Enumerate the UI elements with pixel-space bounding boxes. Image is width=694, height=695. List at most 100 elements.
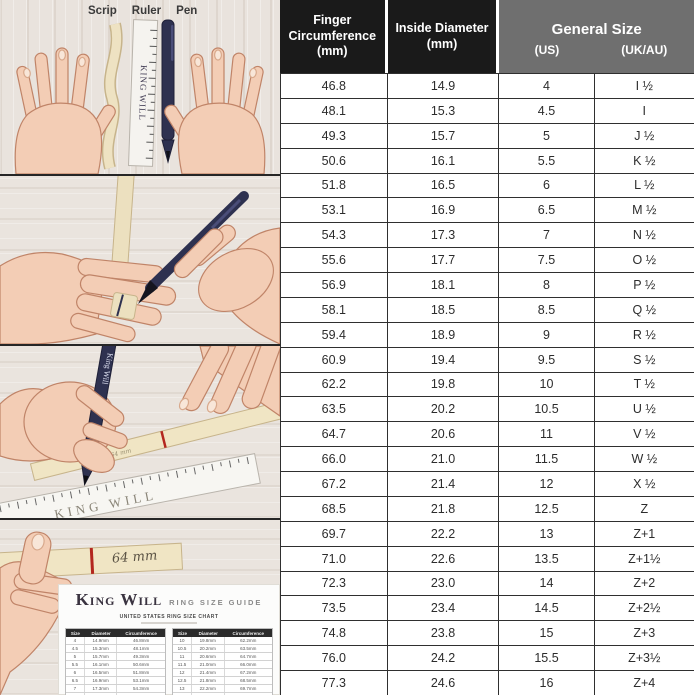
table-row: 49.3 15.7 5 J ½: [280, 123, 694, 149]
table-cell: 19.8: [388, 372, 500, 397]
table-cell: 5.5: [66, 661, 85, 668]
table-cell: 66.0mm: [240, 662, 257, 667]
table-cell: S ½: [633, 352, 656, 367]
strip-wrap: [110, 292, 138, 320]
table-row: 69.7 22.2 13 Z+1: [280, 521, 694, 547]
step-tools-section: Scrip Ruler Pen KING WILL: [0, 0, 280, 176]
table-cell: 19.4: [388, 347, 500, 372]
table-cell: 14.9: [388, 74, 500, 98]
card-logo-row: King Will RING SIZE GUIDE: [59, 590, 279, 610]
mini-table-header: Size Diameter Circumference: [173, 629, 272, 637]
mini-table-row: 12.5 21.8mm 68.5mm: [173, 677, 272, 685]
table-cell: Z+2½: [628, 601, 661, 616]
table-cell: 10: [173, 637, 192, 644]
sub-header-us: (US): [534, 42, 560, 57]
mini-table-row: 10.5 20.2mm 63.5mm: [173, 645, 272, 653]
table-cell: 56.9: [280, 273, 388, 297]
table-cell: 53.1mm: [133, 678, 150, 683]
table-cell: 74.8: [280, 621, 388, 646]
table-cell: 22.6: [388, 546, 500, 571]
ruler-icon: KING WILL: [0, 453, 261, 518]
table-cell: 4: [499, 74, 595, 98]
table-row: 46.8 14.9 4 I ½: [280, 74, 694, 99]
mini-table-row: 4.5 15.3mm 48.1mm: [66, 645, 165, 653]
table-cell: 62.2mm: [240, 638, 257, 643]
table-row: 77.3 24.6 16 Z+4: [280, 671, 694, 695]
table-cell: 21.0mm: [192, 661, 225, 668]
table-cell: 21.4: [388, 472, 500, 496]
column-header-finger-circumference: Finger Circumference (mm): [280, 0, 388, 73]
table-cell: 5: [66, 653, 85, 660]
table-cell: 49.3: [280, 123, 388, 148]
table-cell: 15.5: [499, 646, 595, 670]
mini-table-body: 4 14.9mm 46.8mm 4.5 15.3mm 48.1mm 5 15.7mm 49.3m…: [66, 637, 165, 695]
table-cell: 16.9: [388, 198, 500, 223]
column-header-general-size: General Size (US) (UK/AU): [499, 0, 694, 73]
table-row: 68.5 21.8 12.5 Z: [280, 496, 694, 522]
table-cell: Q ½: [632, 302, 657, 317]
measure-illustration: KING WILL 64 mm King Will: [0, 346, 280, 518]
table-cell: 22.2: [388, 521, 500, 546]
table-cell: 54.3: [280, 223, 388, 248]
table-row: 67.2 21.4 12 X ½: [280, 472, 694, 497]
table-cell: 6.5: [499, 198, 595, 223]
table-cell: 11: [499, 422, 595, 447]
table-cell: 17.3mm: [85, 685, 118, 692]
table-cell: N ½: [632, 228, 656, 243]
table-cell: 17.7: [388, 248, 500, 272]
table-cell: 50.6mm: [133, 662, 150, 667]
table-cell: 10: [499, 372, 595, 397]
table-cell: 8.5: [499, 297, 595, 322]
table-cell: 4.5: [499, 98, 595, 123]
table-cell: 15.7: [388, 123, 500, 148]
instruction-panel: Scrip Ruler Pen KING WILL: [0, 0, 280, 695]
table-cell: 9: [499, 322, 595, 347]
table-cell: 14: [499, 571, 595, 596]
table-cell: 16.5: [388, 173, 500, 198]
mini-table-row: 13 22.2mm 69.7mm: [173, 685, 272, 693]
table-cell: 60.9: [280, 347, 388, 372]
table-row: 54.3 17.3 7 N ½: [280, 223, 694, 249]
table-cell: 51.8: [280, 173, 388, 198]
table-cell: 4: [66, 637, 85, 644]
tools-illustration: KING WILL: [14, 19, 266, 174]
table-cell: 16: [499, 671, 595, 695]
table-row: 64.7 20.6 11 V ½: [280, 422, 694, 448]
mini-table-row: 5 15.7mm 49.3mm: [66, 653, 165, 661]
card-caption: UNITED STATES RING SIZE CHART: [119, 614, 219, 620]
step-result-section: 64 mm King Will RING SIZE GUIDE UNITED ST…: [0, 520, 280, 695]
table-cell: 77.3: [280, 671, 388, 695]
pen-icon: [161, 19, 175, 164]
mini-table-row: 5.5 16.1mm 50.6mm: [66, 661, 165, 669]
table-cell: 18.9: [388, 322, 500, 347]
table-cell: Z+2: [633, 576, 656, 591]
mini-table-row: 11.5 21.0mm 66.0mm: [173, 661, 272, 669]
mini-size-table-right: Size Diameter Circumference 10 19.8mm 62.2…: [172, 628, 273, 695]
table-cell: 8: [499, 273, 595, 297]
right-hand: [178, 346, 280, 417]
table-cell: 64.7: [280, 422, 388, 447]
mini-size-table-left: Size Diameter Circumference 4 14.9mm 46.8m…: [65, 628, 166, 695]
table-cell: 63.5: [280, 397, 388, 422]
table-row: 62.2 19.8 10 T ½: [280, 372, 694, 398]
table-cell: 72.3: [280, 571, 388, 596]
table-row: 76.0 24.2 15.5 Z+3½: [280, 646, 694, 671]
table-row: 51.8 16.5 6 L ½: [280, 173, 694, 199]
right-hand: [164, 47, 266, 174]
table-row: 53.1 16.9 6.5 M ½: [280, 198, 694, 224]
table-cell: 10.5: [173, 645, 192, 652]
table-cell: 9.5: [499, 347, 595, 372]
table-cell: 15.3mm: [85, 645, 118, 652]
table-cell: 20.2: [388, 397, 500, 422]
table-cell: 11: [173, 653, 192, 660]
table-cell: 76.0: [280, 646, 388, 670]
table-cell: 17.3: [388, 223, 500, 248]
table-cell: 4.5: [66, 645, 85, 652]
mini-table-header: Size Diameter Circumference: [66, 629, 165, 637]
table-cell: O ½: [632, 253, 657, 268]
table-cell: Z+3: [633, 626, 656, 641]
table-cell: 13: [173, 685, 192, 692]
table-cell: 67.2: [280, 472, 388, 496]
table-cell: Z: [640, 501, 649, 516]
table-cell: 16.5mm: [85, 669, 118, 676]
